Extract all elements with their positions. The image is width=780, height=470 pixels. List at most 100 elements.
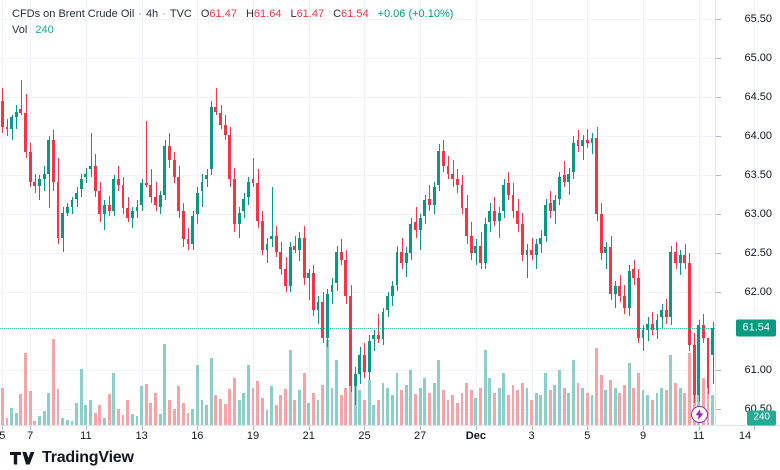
- time-axis[interactable]: 5 7 11 13 16 19 21 25 27 Dec 3 5 9 11: [0, 426, 755, 448]
- candle-body: [65, 206, 69, 213]
- candle-body: [288, 247, 292, 287]
- candle-body: [140, 183, 144, 206]
- candle-body: [154, 197, 157, 206]
- volume-bar: [149, 402, 153, 425]
- price-axis[interactable]: 65.50 65.00 64.50 64.00 63.50 63.00 62.50 62.00…: [716, 0, 780, 426]
- candle-body: [674, 251, 677, 263]
- volume-key: Vol: [12, 24, 28, 36]
- legend-volume-row[interactable]: Vol 240: [12, 23, 453, 37]
- volume-bar: [465, 382, 469, 425]
- candle-body: [386, 296, 390, 310]
- interval-label[interactable]: 4h: [145, 8, 159, 20]
- low-key: L: [290, 8, 297, 20]
- candle-body: [381, 311, 385, 340]
- time-axis-label: 13: [135, 430, 148, 442]
- candle-body: [655, 319, 659, 330]
- candle-body: [339, 251, 343, 260]
- volume-bar: [70, 421, 74, 425]
- candle-body: [390, 286, 394, 297]
- candle-body: [121, 184, 125, 209]
- candle-body: [195, 192, 199, 215]
- candle-body: [47, 140, 51, 174]
- volume-bar: [395, 372, 399, 425]
- volume-bar: [636, 372, 640, 425]
- volume-bar: [223, 403, 227, 425]
- price-axis-label: 62.00: [744, 286, 772, 299]
- candle-body: [423, 200, 427, 216]
- candle-body: [335, 251, 339, 284]
- ohlc-open: O61.47: [201, 7, 237, 21]
- volume-bar: [112, 372, 116, 425]
- candle-wick: [216, 88, 217, 115]
- candle-body: [372, 335, 376, 340]
- candle-body: [599, 214, 603, 254]
- candle-wick: [587, 128, 588, 149]
- price-axis-tick: [716, 253, 721, 254]
- volume-badge[interactable]: 240: [747, 410, 776, 426]
- chart-plot-area[interactable]: [0, 0, 755, 425]
- volume-bar: [497, 387, 501, 425]
- time-axis-label: 16: [191, 430, 204, 442]
- candle-body: [353, 374, 357, 386]
- volume-bar: [274, 405, 278, 425]
- volume-bar: [646, 395, 650, 425]
- legend-title-row[interactable]: CFDs on Brent Crude Oil · 4h · TVC O61.4…: [12, 7, 453, 21]
- symbol-name[interactable]: CFDs on Brent Crude Oil: [12, 8, 135, 20]
- candle-body: [590, 138, 594, 143]
- chart-legend[interactable]: CFDs on Brent Crude Oil · 4h · TVC O61.4…: [12, 7, 453, 37]
- volume-bar: [669, 355, 673, 425]
- time-axis-tick: [30, 426, 31, 430]
- candle-body: [428, 198, 431, 206]
- candle-body: [321, 301, 325, 338]
- candle-body: [177, 177, 181, 211]
- candle-wick: [532, 237, 533, 260]
- volume-bar: [706, 372, 710, 425]
- volume-bar: [581, 387, 585, 425]
- candle-body: [242, 198, 246, 211]
- exchange-label[interactable]: TVC: [169, 8, 192, 20]
- candle-body: [516, 210, 520, 224]
- candle-body: [441, 150, 445, 167]
- price-axis-tick: [716, 409, 721, 410]
- volume-bar: [641, 390, 645, 425]
- time-axis-label: 5: [584, 430, 591, 442]
- price-axis-tick: [716, 136, 721, 137]
- volume-bar: [214, 395, 218, 425]
- volume-bar: [246, 365, 250, 425]
- candle-body: [506, 183, 510, 195]
- volume-bar: [483, 350, 487, 425]
- candle-body: [93, 166, 97, 192]
- horizontal-gridline: [0, 175, 715, 176]
- volume-bar: [228, 388, 232, 425]
- horizontal-gridline: [0, 97, 715, 98]
- candle-wick: [104, 200, 105, 231]
- candle-body: [98, 191, 102, 215]
- volume-bar: [567, 392, 571, 425]
- price-axis-label: 63.00: [744, 208, 772, 221]
- candle-body: [79, 179, 83, 190]
- candle-body: [214, 106, 218, 112]
- volume-bar: [158, 413, 162, 425]
- volume-bar: [613, 387, 617, 425]
- tradingview-logo[interactable]: TradingView: [10, 449, 134, 467]
- time-axis-label: 5: [0, 430, 6, 442]
- volume-bar: [335, 360, 339, 425]
- volume-bar: [302, 372, 306, 425]
- price-axis-tick: [716, 58, 721, 59]
- lightning-bolt-icon[interactable]: [690, 406, 708, 423]
- candle-body: [344, 259, 348, 297]
- candle-body: [84, 173, 88, 177]
- candle-body: [511, 194, 515, 211]
- volume-bar: [103, 417, 106, 425]
- candle-body: [325, 293, 329, 338]
- candle-body: [28, 152, 32, 182]
- current-price-badge[interactable]: 61.54: [736, 319, 776, 337]
- change-value: +0.06 (+0.10%): [377, 8, 454, 20]
- candle-wick: [615, 280, 616, 308]
- high-value: 61.64: [253, 8, 282, 20]
- candle-body: [24, 113, 27, 153]
- candle-body: [530, 249, 534, 255]
- candle-wick: [188, 228, 189, 250]
- volume-bar: [428, 392, 431, 425]
- volume-bar: [599, 375, 603, 425]
